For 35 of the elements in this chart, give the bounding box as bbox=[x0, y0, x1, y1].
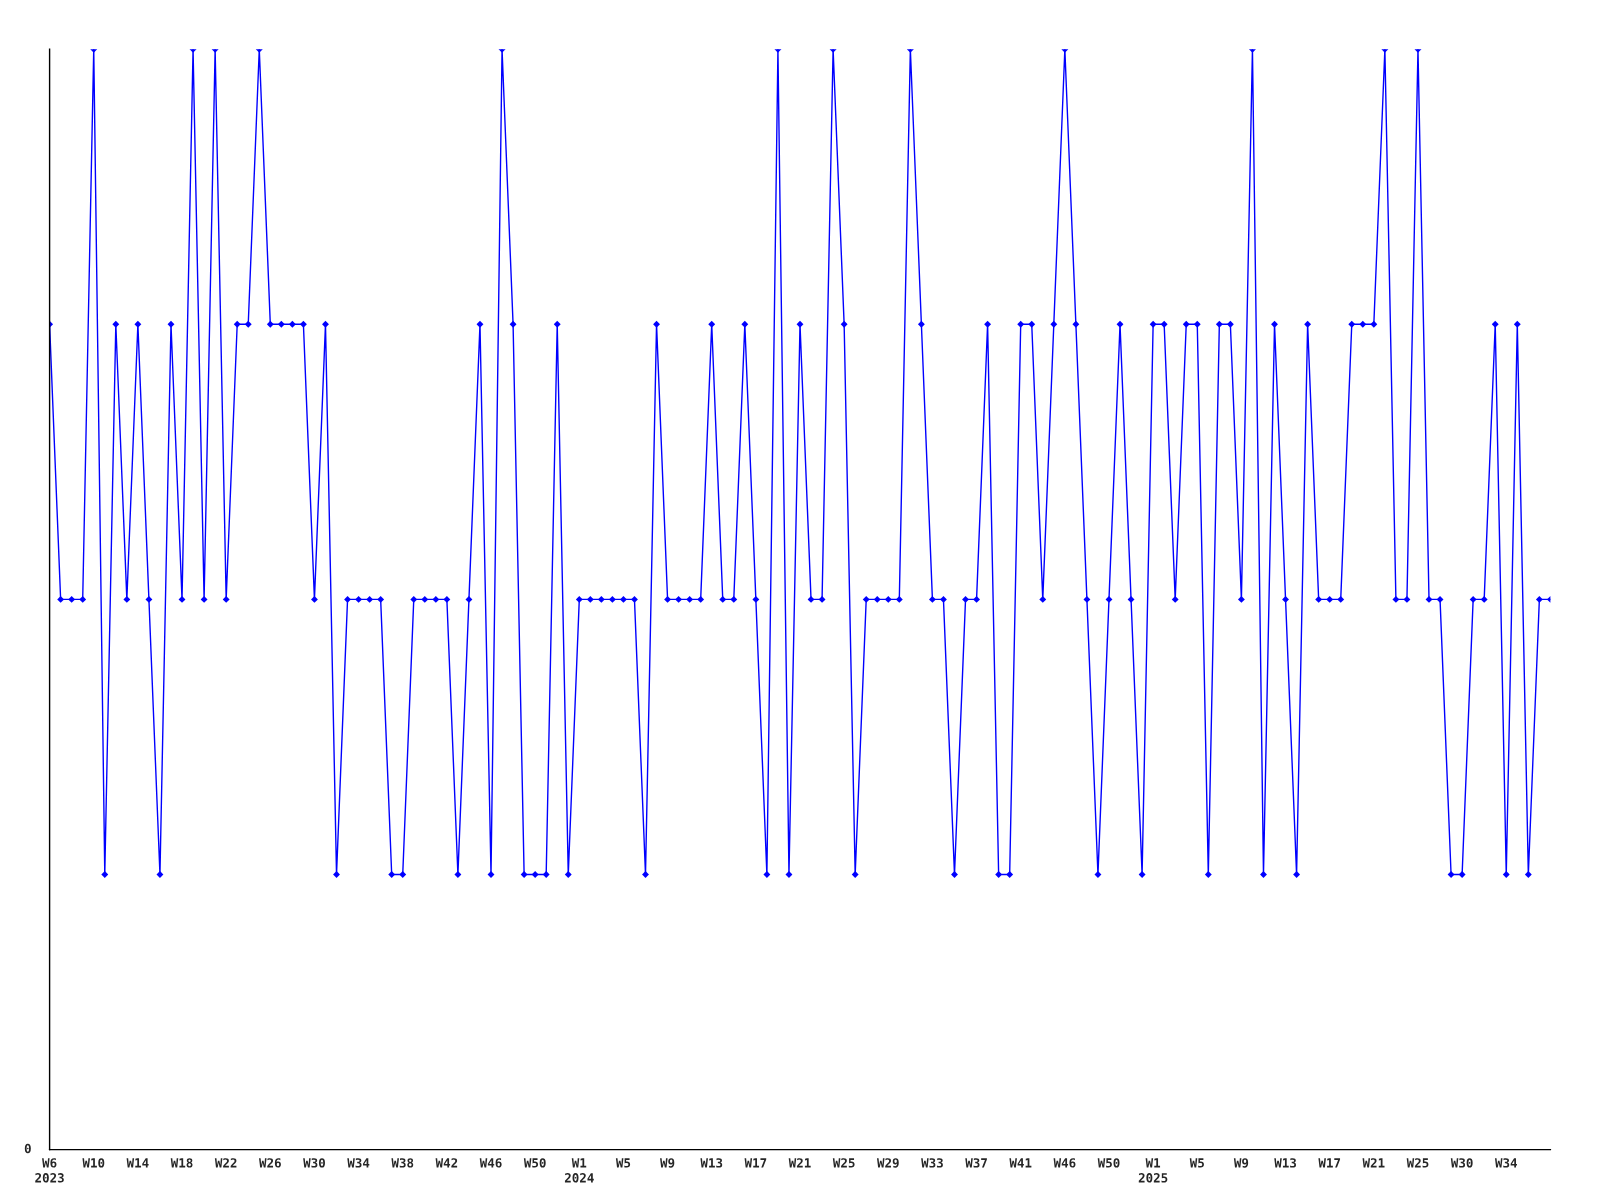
x-tick-label: W10 bbox=[82, 1158, 105, 1168]
x-tick-label: W38 bbox=[391, 1158, 414, 1168]
x-tick-label: W30 bbox=[1450, 1158, 1473, 1168]
x-tick-label: W42 bbox=[435, 1158, 458, 1168]
x-tick-label: W21 bbox=[1362, 1158, 1385, 1168]
x-tick-label: W33 bbox=[921, 1158, 943, 1168]
x-tick-label: W1 2025 bbox=[1138, 1158, 1168, 1183]
x-tick-label: W22 bbox=[214, 1158, 237, 1168]
x-tick-label: W37 bbox=[965, 1158, 987, 1168]
x-tick-label: W29 bbox=[876, 1158, 899, 1168]
x-tick-label: W34 bbox=[347, 1158, 370, 1168]
x-tick-label: W26 bbox=[259, 1158, 281, 1168]
x-tick-label: W50 bbox=[1097, 1158, 1120, 1168]
x-tick-label: W13 bbox=[700, 1158, 723, 1168]
x-tick-label: W13 bbox=[1274, 1158, 1297, 1168]
x-tick-label: W17 bbox=[744, 1158, 767, 1168]
x-tick-label: W34 bbox=[1494, 1158, 1517, 1168]
x-tick-label: W50 bbox=[523, 1158, 546, 1168]
x-tick-label: W21 bbox=[788, 1158, 811, 1168]
x-tick-label: W9 bbox=[660, 1158, 675, 1168]
text: 0 bbox=[24, 1143, 31, 1154]
x-tick-label: W9 bbox=[1233, 1158, 1249, 1168]
x-tick-label: W41 bbox=[1009, 1158, 1032, 1168]
x-tick-label: W14 bbox=[126, 1158, 149, 1168]
x-tick-label: W5 bbox=[1189, 1158, 1204, 1168]
x-tick-label: W30 bbox=[303, 1158, 325, 1168]
x-tick-label: W25 bbox=[1406, 1158, 1429, 1168]
x-tick-label: W17 bbox=[1318, 1158, 1341, 1168]
x-tick-label: W46 bbox=[479, 1158, 502, 1168]
x-tick-label: W5 bbox=[615, 1158, 631, 1168]
x-tick-label: W6 2023 bbox=[35, 1158, 64, 1183]
x-tick-label: W1 2024 bbox=[564, 1158, 594, 1183]
x-tick-label: W25 bbox=[832, 1158, 855, 1168]
x-tick-label: W18 bbox=[170, 1158, 193, 1168]
x-tick-label: W46 bbox=[1053, 1158, 1076, 1168]
